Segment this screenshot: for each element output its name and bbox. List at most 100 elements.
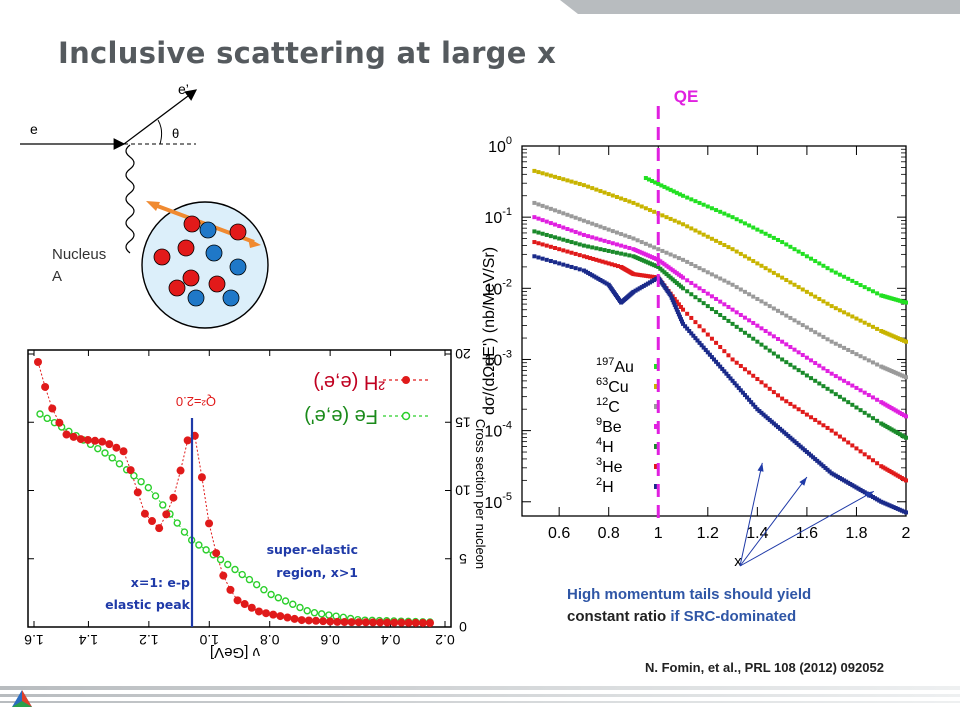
data-point xyxy=(591,256,596,261)
data-point xyxy=(897,298,902,303)
data-point xyxy=(767,268,772,273)
data-point xyxy=(726,304,731,309)
data-point xyxy=(678,274,683,279)
data-point xyxy=(776,393,780,398)
data-point xyxy=(809,453,814,458)
data-point xyxy=(813,330,818,335)
data-point xyxy=(829,339,834,344)
data-point xyxy=(742,315,747,320)
data-point xyxy=(631,272,636,277)
deuteron-point xyxy=(376,618,385,627)
data-point xyxy=(759,299,764,304)
data-point xyxy=(788,345,793,350)
data-point xyxy=(854,485,859,490)
data-point xyxy=(645,253,650,258)
data-point xyxy=(780,240,785,245)
data-point xyxy=(792,347,797,352)
left-plot-x-tick: 0.6 xyxy=(320,632,340,648)
data-point xyxy=(771,235,776,240)
left-plot-x-tick: 0.8 xyxy=(260,632,280,648)
data-point xyxy=(804,373,809,378)
data-point xyxy=(662,184,667,189)
data-point xyxy=(742,221,747,226)
deuteron-point xyxy=(354,618,363,627)
data-point xyxy=(767,348,772,353)
data-point xyxy=(697,324,702,329)
data-point xyxy=(569,250,574,255)
data-point xyxy=(683,324,688,329)
data-point xyxy=(676,302,681,307)
data-point xyxy=(901,509,906,514)
data-point xyxy=(693,336,698,341)
data-point xyxy=(829,389,834,394)
data-point xyxy=(610,193,615,198)
data-point xyxy=(780,275,785,280)
data-point xyxy=(769,419,774,424)
data-point xyxy=(767,304,772,309)
data-point xyxy=(742,367,747,372)
data-point xyxy=(658,259,663,264)
left-plot-y-tick: 20 xyxy=(455,346,471,362)
data-point xyxy=(674,299,679,304)
data-point xyxy=(780,428,785,433)
data-point xyxy=(852,484,857,489)
data-point xyxy=(652,245,657,250)
angle-arc xyxy=(157,119,163,145)
data-point xyxy=(862,452,867,457)
data-point xyxy=(701,268,706,273)
iron-point xyxy=(260,586,268,594)
data-point xyxy=(866,358,871,363)
data-point xyxy=(557,261,562,266)
data-point xyxy=(585,255,590,260)
legend-marker xyxy=(654,444,659,449)
data-point xyxy=(553,245,558,250)
data-point xyxy=(773,423,778,428)
data-point xyxy=(879,293,884,298)
data-point xyxy=(590,221,595,226)
data-point xyxy=(705,350,710,355)
data-point xyxy=(866,455,871,460)
data-point xyxy=(627,253,632,258)
data-point xyxy=(681,275,686,280)
data-point xyxy=(714,238,719,243)
data-point xyxy=(796,249,801,254)
data-point xyxy=(804,355,809,360)
data-point xyxy=(817,381,822,386)
data-point xyxy=(800,323,805,328)
data-point xyxy=(665,186,670,191)
iron-point xyxy=(274,594,283,602)
data-point xyxy=(532,215,537,220)
data-point xyxy=(619,232,624,237)
legend-marker xyxy=(654,484,659,489)
tail-arrow xyxy=(739,462,763,567)
deuteron-point xyxy=(226,585,235,594)
chart-x-tick: 1.6 xyxy=(796,525,818,542)
data-point xyxy=(809,327,814,332)
data-point xyxy=(627,235,632,240)
data-point xyxy=(759,380,764,385)
data-point xyxy=(788,244,793,249)
data-point xyxy=(792,439,797,444)
data-point xyxy=(825,467,830,472)
data-point xyxy=(780,339,785,344)
data-point xyxy=(639,240,644,245)
data-point xyxy=(755,377,760,382)
data-point xyxy=(759,342,764,347)
data-point xyxy=(904,435,908,440)
data-point xyxy=(883,402,888,407)
data-point xyxy=(788,280,793,285)
data-point xyxy=(536,241,541,246)
data-point xyxy=(639,250,644,255)
data-point xyxy=(771,334,776,339)
data-point xyxy=(829,268,834,273)
chart-x-tick: 1.8 xyxy=(845,525,867,542)
data-point xyxy=(747,318,752,323)
data-point xyxy=(648,254,652,259)
data-point xyxy=(718,364,723,369)
data-point xyxy=(866,413,871,418)
data-point xyxy=(672,218,677,223)
data-point xyxy=(846,400,851,405)
data-point xyxy=(866,322,871,327)
data-point xyxy=(776,237,780,242)
